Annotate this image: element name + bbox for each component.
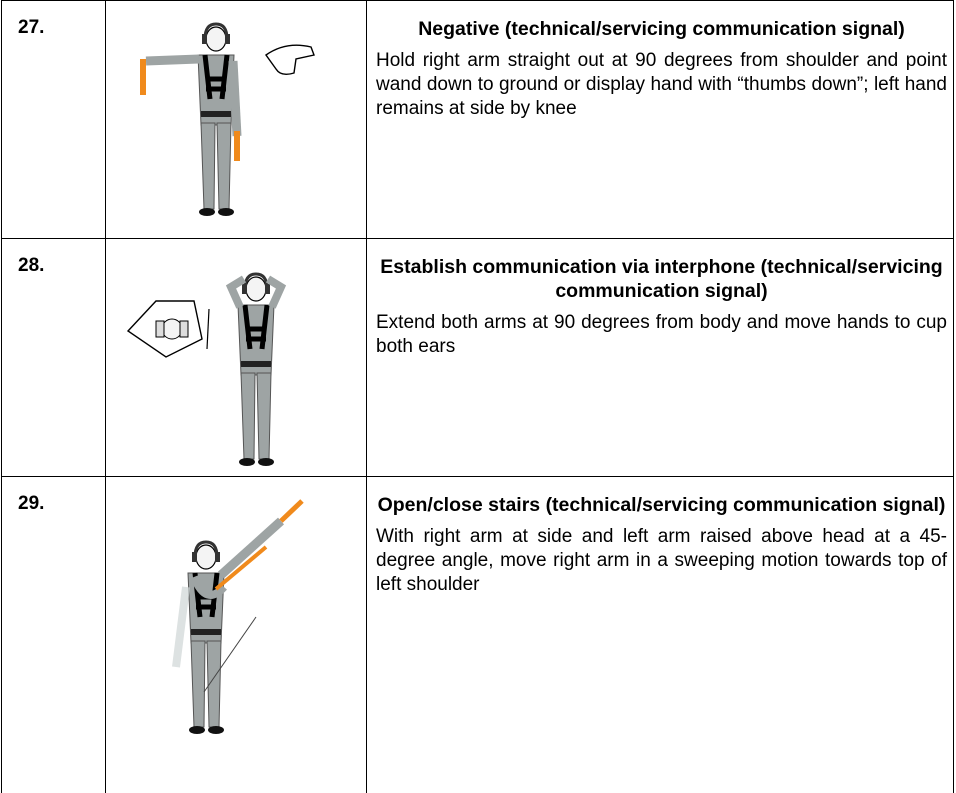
row-number: 27. — [1, 0, 106, 239]
illustration-cell — [105, 476, 367, 793]
signal-title: Establish communication via interphone (… — [380, 256, 943, 302]
illustration — [126, 239, 287, 475]
illustration — [172, 499, 304, 791]
table-row: 27. Negative (technical/servicing commun… — [1, 0, 954, 239]
text-cell: Open/close stairs (technical/servicing c… — [366, 476, 954, 793]
signal-title: Open/close stairs (technical/servicing c… — [377, 494, 946, 516]
row-number: 29. — [1, 476, 106, 793]
illustration — [140, 1, 315, 237]
illustration-cell — [105, 238, 367, 477]
row-number: 28. — [1, 238, 106, 477]
signal-description: With right arm at side and left arm rais… — [376, 526, 947, 595]
signal-description: Hold right arm straight out at 90 degree… — [376, 50, 947, 119]
table-row: 28. Establish communication via interpho… — [1, 238, 954, 477]
text-cell: Negative (technical/servicing communicat… — [366, 0, 954, 239]
table-row: 29. Open/close stairs (technical/servici… — [1, 476, 954, 793]
signal-description: Extend both arms at 90 degrees from body… — [376, 312, 947, 357]
signal-title: Negative (technical/servicing communicat… — [418, 18, 905, 40]
text-cell: Establish communication via interphone (… — [366, 238, 954, 477]
illustration-cell — [105, 0, 367, 239]
